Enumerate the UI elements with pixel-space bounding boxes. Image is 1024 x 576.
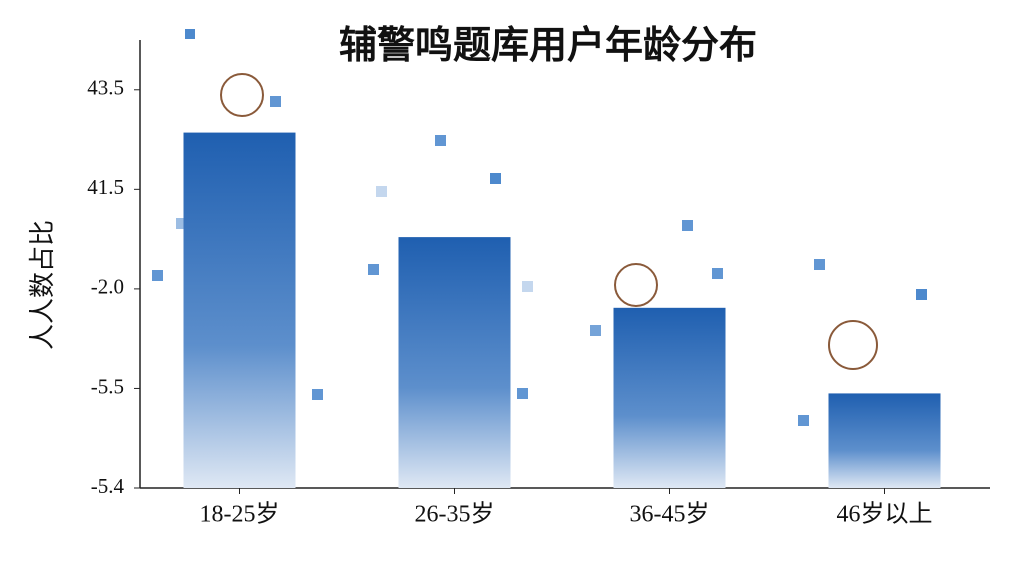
y-tick-label: 41.5: [87, 175, 124, 199]
y-tick-label: -5.4: [91, 474, 125, 498]
chart-title: 辅警鸣题库用户年龄分布: [339, 25, 757, 67]
y-tick-label: -5.5: [91, 374, 124, 398]
y-axis-label: 人人数占比: [27, 220, 57, 350]
x-tick-label: 36-45岁: [630, 501, 710, 528]
x-tick-label: 26-35岁: [415, 501, 495, 528]
bar: [398, 237, 511, 488]
y-tick-label: -2.0: [91, 275, 124, 299]
bar: [613, 307, 726, 488]
y-tick-label: 43.5: [87, 76, 124, 100]
bar: [183, 132, 296, 488]
x-tick-label: 18-25岁: [200, 501, 280, 528]
bar: [828, 393, 941, 488]
decorations: [152, 29, 927, 426]
x-tick-label: 46岁以上: [837, 501, 933, 528]
